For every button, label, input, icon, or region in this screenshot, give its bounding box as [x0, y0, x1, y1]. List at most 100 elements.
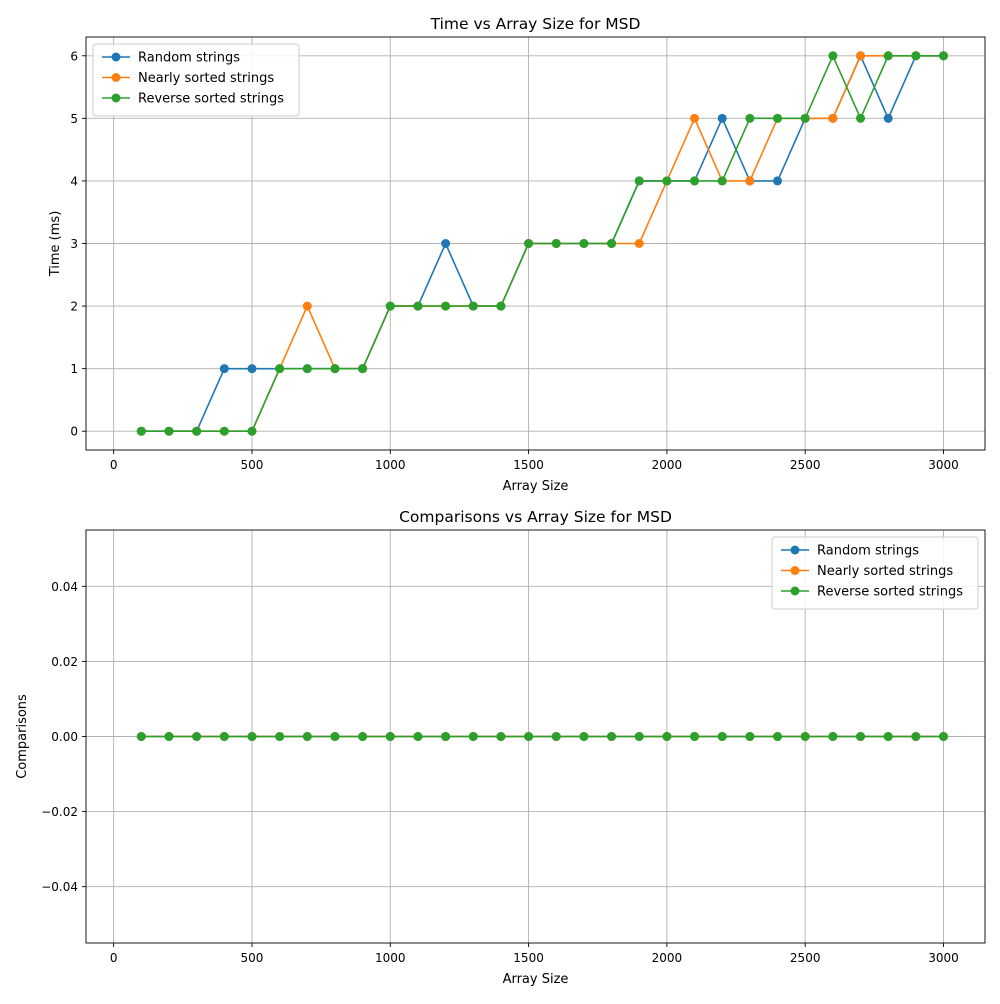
chart1-plot-frame	[85, 36, 986, 451]
chart2-series-3-point	[385, 732, 395, 741]
chart1-series-3-point	[828, 51, 838, 61]
chart2-y-tick-label: 0.00	[51, 730, 78, 744]
chart2-x-tick-label: 2500	[790, 951, 821, 965]
chart1-y-tick-label: 5	[70, 112, 78, 126]
chart1-series-3-point	[524, 239, 534, 248]
chart2-series-3-point	[413, 732, 423, 741]
chart1-x-tick-label: 0	[110, 458, 118, 472]
chart2-series-3-point	[247, 732, 257, 741]
chart1-series-3-point	[136, 426, 146, 436]
chart2-x-tick-label: 1000	[375, 951, 406, 965]
chart2-y-tick-label: −0.04	[41, 880, 78, 894]
chart1-series-3-point	[441, 301, 451, 311]
chart2-legend-marker-1	[790, 545, 800, 555]
chart1-y-tick-label: 4	[70, 174, 78, 188]
chart1-series-3-point	[551, 239, 561, 248]
chart2-series-3-point	[330, 732, 340, 741]
chart2-series-3-point	[192, 732, 202, 741]
chart1-y-tick-label: 6	[70, 49, 78, 63]
chart1-series-2-point	[302, 301, 312, 311]
chart1-series-3-point	[192, 426, 202, 436]
chart2-series-3-point	[773, 732, 783, 741]
chart2-x-tick-label: 2000	[652, 951, 683, 965]
chart1-series-1-point	[883, 113, 893, 123]
chart1-series-3-point	[164, 426, 174, 436]
chart2-series-3-point	[717, 732, 727, 741]
chart1-series-3-point	[883, 51, 893, 61]
chart2-legend-label-2: Nearly sorted strings	[817, 564, 953, 579]
chart1-series-1-point	[717, 113, 727, 123]
chart1-series-3-point	[302, 364, 312, 374]
chart1-series-1-point	[219, 364, 229, 374]
chart2-series-3-point	[219, 732, 229, 741]
chart1-series-2-point	[856, 51, 866, 61]
chart1-legend-marker-3	[111, 93, 121, 103]
chart1-x-axis-label: Array Size	[503, 479, 569, 494]
chart1-series-3-point	[607, 239, 617, 248]
chart2-series-3-point	[302, 732, 312, 741]
chart2-legend-marker-3	[790, 586, 800, 596]
chart1-x-tick-label: 2500	[790, 458, 821, 472]
chart2-series-3-point	[164, 732, 174, 741]
chart1-x-tick-label: 2000	[652, 458, 683, 472]
chart2-legend-marker-2	[790, 566, 800, 575]
chart2-group: 0 500 1000 1500 2000 2500 3000 −0.04 −0.02 0.00 0.…	[15, 508, 986, 987]
chart2-series-3-point	[524, 732, 534, 741]
chart2-x-tick-label: 1500	[513, 951, 544, 965]
chart1-series-2-point	[690, 113, 700, 123]
chart2-series-3-point	[358, 732, 368, 741]
chart1-legend: Random strings Nearly sorted strings Rever…	[92, 43, 300, 117]
chart2-series-3-point	[551, 732, 561, 741]
chart1-series-3-point	[330, 364, 340, 374]
chart2-series-3-point	[800, 732, 810, 741]
chart1-series-3-point	[358, 364, 368, 374]
chart1-series-3-point	[717, 176, 727, 186]
chart1-x-tick-label: 1500	[513, 458, 544, 472]
chart2-series-3-point	[745, 732, 755, 741]
chart2-series-3-point	[468, 732, 478, 741]
chart2-series-3-point	[690, 732, 700, 741]
chart2-series-3-point	[939, 732, 949, 741]
chart2-series-3-point	[856, 732, 866, 741]
chart2-series-3-point	[496, 732, 506, 741]
chart1-legend-box	[92, 43, 300, 117]
chart2-legend-label-3: Reverse sorted strings	[817, 585, 963, 600]
chart1-group: 0 500 1000 1500 2000 2500 3000 0 1 2 3 4 5 6 Time vs A…	[48, 15, 986, 494]
chart1-y-tick-label: 0	[70, 425, 78, 439]
chart1-series-3-point	[247, 426, 257, 436]
chart2-legend-label-1: Random strings	[817, 544, 919, 559]
chart1-y-tick-label: 2	[70, 300, 78, 314]
chart1-series-line-3	[141, 54, 944, 433]
chart1-series-2-point	[745, 176, 755, 186]
chart2-series-3-point	[275, 732, 285, 741]
chart1-series-1-point	[441, 239, 451, 248]
chart2-y-tick-label: −0.02	[41, 805, 78, 819]
chart1-series-3-point	[496, 301, 506, 311]
chart1-x-tick-label: 3000	[928, 458, 959, 472]
chart1-y-axis-label: Time (ms)	[48, 211, 63, 278]
chart2-series-3-point	[828, 732, 838, 741]
chart2-x-tick-label: 3000	[928, 951, 959, 965]
chart2-series-3-point	[883, 732, 893, 741]
chart2-title: Comparisons vs Array Size for MSD	[399, 508, 672, 526]
chart1-series-3-point	[939, 51, 949, 61]
chart2-series-3-point	[911, 732, 921, 741]
chart1-series-3-point	[275, 364, 285, 374]
chart2-series-3-point	[607, 732, 617, 741]
chart2-series-3-point	[662, 732, 672, 741]
chart1-legend-marker-2	[111, 73, 121, 82]
chart2-series-3-point	[579, 732, 589, 741]
chart2-legend-box	[771, 536, 979, 610]
chart1-y-tick-label: 1	[70, 362, 78, 376]
chart1-legend-marker-1	[111, 52, 121, 62]
chart1-legend-label-2: Nearly sorted strings	[138, 71, 274, 86]
chart2-legend: Random strings Nearly sorted strings Rever…	[771, 536, 979, 610]
chart1-series-3-point	[662, 176, 672, 186]
chart1-series-3-point	[800, 113, 810, 123]
chart1-series-3-point	[579, 239, 589, 248]
chart1-series-3-point	[634, 176, 644, 186]
chart1-series-2-point	[634, 239, 644, 248]
chart2-x-tick-label: 0	[110, 951, 118, 965]
chart1-series-3-point	[468, 301, 478, 311]
